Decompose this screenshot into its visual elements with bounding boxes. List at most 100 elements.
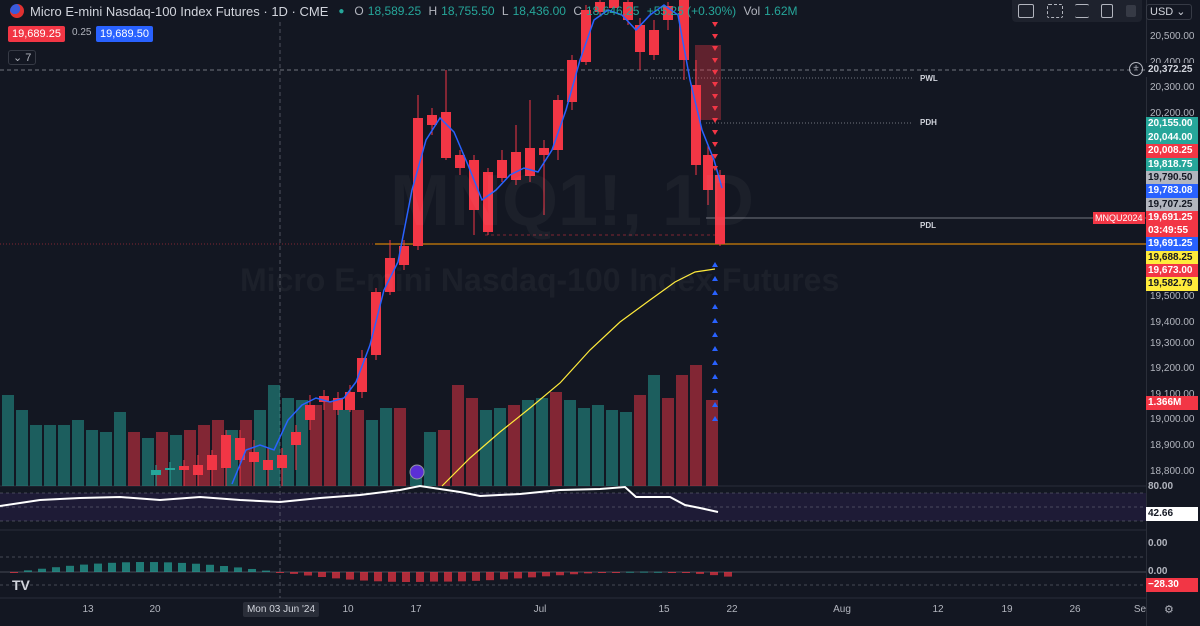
- volume-bar: [44, 425, 56, 486]
- oscillator-tick: 0.00: [1148, 538, 1168, 549]
- spread-value: 0.25: [72, 27, 92, 38]
- price-label: 19,691.25: [1146, 211, 1198, 225]
- high-value: 18,755.50: [441, 4, 495, 18]
- volume-bar: [338, 410, 350, 486]
- currency-label: USD: [1150, 6, 1174, 18]
- down-arrow-marker: [712, 82, 718, 87]
- sell-button[interactable]: 19,689.25: [8, 26, 65, 42]
- volume-bar: [494, 408, 506, 486]
- oscillator-bar: [80, 564, 88, 572]
- oscillator-bar: [654, 571, 662, 573]
- rsi-tick: 42.66: [1146, 507, 1198, 521]
- volume-bar: [16, 410, 28, 486]
- price-label: 20,044.00: [1146, 131, 1198, 145]
- oscillator-bar: [556, 572, 564, 576]
- candle-body: [703, 155, 713, 190]
- candle-body: [165, 468, 175, 470]
- candle-body: [511, 152, 521, 180]
- oscillator-bar: [542, 572, 550, 577]
- up-arrow-marker: [712, 290, 718, 295]
- oscillator-bar: [234, 567, 242, 572]
- price-axis[interactable]: [1146, 0, 1200, 626]
- up-arrow-marker: [712, 318, 718, 323]
- volume-bar: [240, 420, 252, 486]
- volume-bar: [254, 410, 266, 486]
- oscillator-bar: [178, 562, 186, 572]
- fib-tool-icon[interactable]: [1074, 4, 1089, 18]
- down-arrow-marker: [712, 94, 718, 99]
- price-label: 19,818.75: [1146, 158, 1198, 172]
- date-tick: 13: [82, 604, 93, 615]
- contract-label: MNQU2024: [1093, 212, 1145, 224]
- settings-gear-icon[interactable]: ⚙: [1164, 604, 1174, 616]
- currency-selector[interactable]: USD ⌄: [1146, 4, 1192, 20]
- oscillator-bar: [696, 572, 704, 574]
- candle-body: [291, 432, 301, 445]
- volume-bar: [634, 395, 646, 486]
- blue-ma-line: [231, 4, 723, 485]
- candle-body: [679, 0, 689, 60]
- candle-body: [663, 6, 673, 20]
- volume-bar: [380, 408, 392, 486]
- volume-bar: [100, 432, 112, 486]
- rsi-line: [0, 484, 719, 513]
- candle-body: [609, 0, 619, 8]
- volume-label: Vol: [743, 4, 761, 18]
- price-tick: 20,300.00: [1150, 82, 1195, 93]
- add-alert-icon[interactable]: +: [1129, 62, 1143, 76]
- more-icon[interactable]: [1125, 5, 1136, 17]
- oscillator-bar: [332, 572, 340, 579]
- indicators-toggle[interactable]: ⌄ 7: [8, 50, 37, 65]
- symbol-title[interactable]: Micro E-mini Nasdaq-100 Index Futures · …: [30, 3, 329, 19]
- oscillator-bar: [94, 563, 102, 572]
- low-label: L: [501, 4, 509, 18]
- buy-button[interactable]: 19,689.50: [96, 26, 153, 42]
- oscillator-bar: [248, 568, 256, 572]
- volume-bar: [706, 400, 718, 486]
- select-tool-icon[interactable]: [1046, 4, 1063, 18]
- trash-icon[interactable]: [1101, 4, 1114, 18]
- candle-body: [193, 465, 203, 475]
- price-tick: 19,200.00: [1150, 363, 1195, 374]
- date-tick: 19: [1001, 604, 1012, 615]
- drawing-toolbar: [1012, 0, 1142, 22]
- volume-bar: [114, 412, 126, 486]
- date-tick: 20: [149, 604, 160, 615]
- low-value: 18,436.00: [512, 4, 566, 18]
- chart-canvas[interactable]: TV: [0, 0, 1146, 626]
- oscillator-bar: [444, 572, 452, 582]
- rsi-tick: 80.00: [1148, 481, 1174, 492]
- candle-body: [525, 148, 535, 176]
- volume-bar: [30, 425, 42, 486]
- date-tick: Jul: [534, 604, 547, 615]
- candle-body: [249, 452, 259, 462]
- candle-body: [235, 438, 245, 460]
- date-tick-label: 26: [1069, 604, 1081, 615]
- up-arrow-marker: [712, 388, 718, 393]
- volume-bar: [480, 410, 492, 486]
- volume-bar: [466, 398, 478, 486]
- candle-body: [581, 10, 591, 62]
- price-label: 19,688.25: [1146, 251, 1198, 265]
- candle-body: [483, 172, 493, 232]
- date-tick: 10: [342, 604, 353, 615]
- rectangle-tool-icon[interactable]: [1018, 4, 1035, 18]
- date-tick-label: 20: [149, 604, 161, 615]
- close-value: 18,646.25: [586, 4, 640, 18]
- up-arrow-marker: [712, 262, 718, 267]
- down-arrow-marker: [712, 142, 718, 147]
- oscillator-bar: [682, 572, 690, 573]
- candle-body: [553, 100, 563, 150]
- indicators-count: 7: [25, 52, 32, 64]
- oscillator-bar: [206, 564, 214, 572]
- oscillator-tick: 0.00: [1148, 566, 1168, 577]
- down-arrow-marker: [712, 166, 718, 171]
- date-tick-label: 22: [726, 604, 738, 615]
- oscillator-bar: [584, 572, 592, 574]
- up-arrow-marker: [712, 402, 718, 407]
- ohlc-values: O 18,589.25 H 18,755.50 L 18,436.00 C 18,646…: [354, 4, 801, 18]
- volume-bar: [128, 432, 140, 486]
- oscillator-bar: [276, 572, 284, 573]
- oscillator-bar: [122, 562, 130, 572]
- down-arrow-marker: [712, 118, 718, 123]
